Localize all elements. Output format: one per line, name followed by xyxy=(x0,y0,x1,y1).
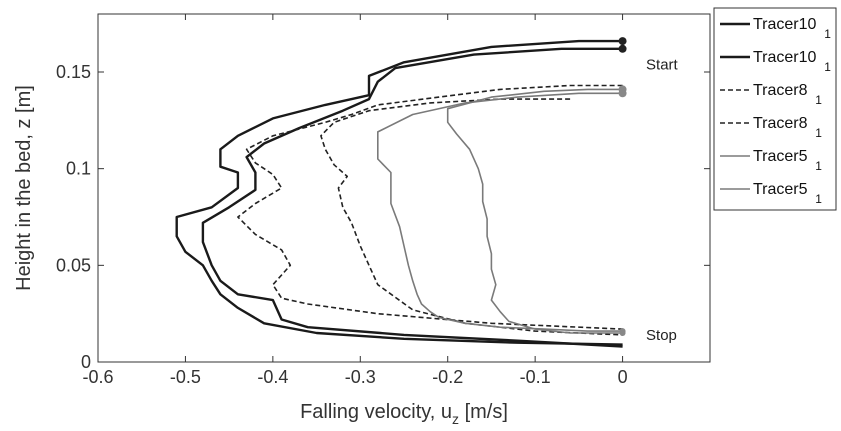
series-line-tracer5-6 xyxy=(446,88,623,334)
series-line-tracer8-3 xyxy=(237,84,623,330)
x-axis-label-subscript: z xyxy=(452,411,459,427)
stop-annotation: Stop xyxy=(646,327,677,344)
legend-label: Tracer5 xyxy=(753,181,808,198)
legend-label: Tracer8 xyxy=(753,115,808,132)
legend-label-subscript: 1 xyxy=(815,126,822,140)
x-axis-label: Falling velocity, uz [m/s] xyxy=(300,401,508,427)
start-marker xyxy=(618,37,627,46)
start-marker xyxy=(618,85,627,94)
y-tick-label: 0.15 xyxy=(56,62,91,82)
legend-label-subscript: 1 xyxy=(815,192,822,206)
start-marker xyxy=(618,44,627,53)
y-tick-label: 0.05 xyxy=(56,255,91,275)
legend-label: Tracer8 xyxy=(753,82,808,99)
legend-label: Tracer5 xyxy=(753,148,808,165)
series-line-tracer8-4 xyxy=(320,98,623,336)
x-tick-label: -0.2 xyxy=(432,367,463,387)
legend-box xyxy=(713,7,837,211)
data-layer xyxy=(175,37,627,348)
legend-label-subscript: 1 xyxy=(815,159,822,173)
x-tick-label: 0 xyxy=(618,367,628,387)
y-tick-label: 0 xyxy=(81,352,91,372)
legend-label-subscript: 1 xyxy=(824,60,831,74)
legend: Tracer10 1 Tracer10 1 Tracer8 1 Tracer8 1 Tracer… xyxy=(720,16,831,206)
x-tick-label: -0.3 xyxy=(345,367,376,387)
start-annotation: Start xyxy=(646,56,679,73)
series-line-tracer10-2 xyxy=(201,47,623,348)
legend-label: Tracer10 xyxy=(753,49,817,66)
x-tick-label: -0.1 xyxy=(520,367,551,387)
series-line-tracer5-5 xyxy=(376,92,623,332)
series-line-tracer10-1 xyxy=(175,39,623,346)
x-tick-label: -0.6 xyxy=(82,367,113,387)
x-axis: -0.6 -0.5 -0.4 -0.3 -0.2 -0.1 0 xyxy=(82,14,628,387)
legend-label: Tracer10 xyxy=(753,16,817,33)
x-tick-label: -0.5 xyxy=(170,367,201,387)
y-axis: 0 0.05 0.1 0.15 xyxy=(56,62,710,372)
legend-label-subscript: 1 xyxy=(824,27,831,41)
stop-marker xyxy=(619,330,626,336)
x-tick-label: -0.4 xyxy=(257,367,288,387)
legend-label-subscript: 1 xyxy=(815,93,822,107)
y-axis-label: Height in the bed, z [m] xyxy=(13,85,35,291)
y-tick-label: 0.1 xyxy=(66,159,91,179)
